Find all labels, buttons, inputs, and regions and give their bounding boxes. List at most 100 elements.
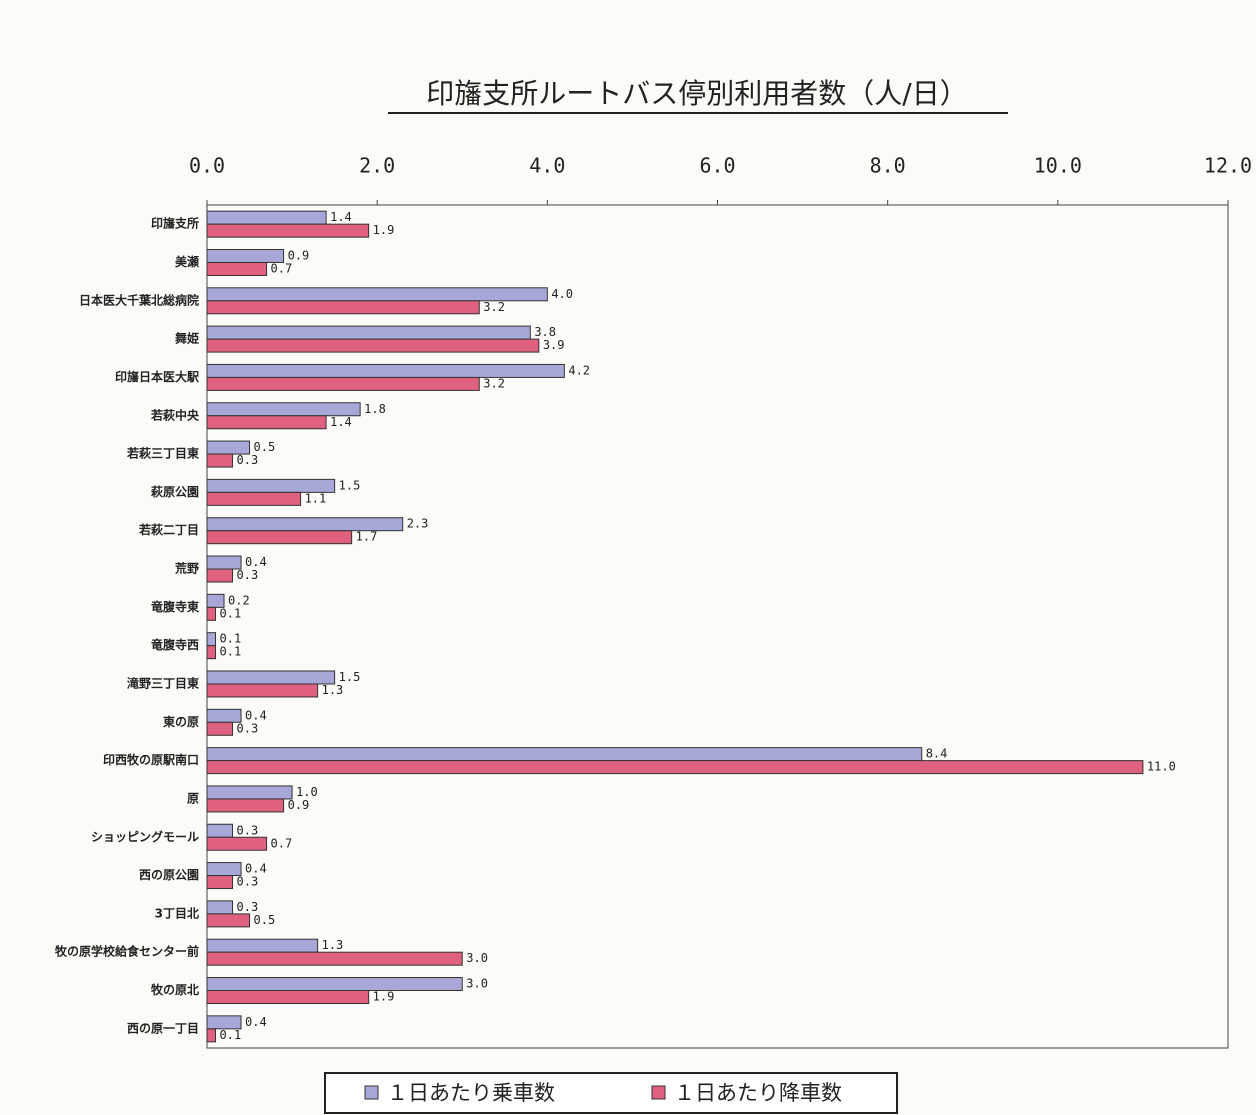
bar bbox=[206, 938, 319, 953]
data-label: 0.4 bbox=[245, 862, 267, 876]
y-tick-label: 西の原公園 bbox=[139, 868, 199, 882]
data-label: 1.5 bbox=[339, 670, 361, 684]
bar bbox=[206, 785, 293, 800]
bar bbox=[206, 338, 540, 353]
bar bbox=[206, 951, 463, 966]
bar bbox=[206, 568, 234, 583]
legend-label: １日あたり降車数 bbox=[674, 1081, 842, 1105]
data-label: 1.5 bbox=[339, 478, 361, 492]
bar bbox=[206, 823, 234, 838]
bar bbox=[206, 376, 480, 391]
y-tick-label: 3丁目北 bbox=[155, 905, 199, 920]
data-label: 1.3 bbox=[322, 938, 344, 952]
y-tick-label: 西の原一丁目 bbox=[127, 1021, 199, 1035]
x-tick-label: 0.0 bbox=[189, 154, 225, 178]
bar bbox=[206, 1015, 242, 1030]
bar bbox=[206, 670, 336, 685]
bar bbox=[206, 760, 1144, 775]
x-tick-label: 10.0 bbox=[1034, 154, 1082, 178]
data-label: 3.2 bbox=[483, 300, 505, 314]
bar bbox=[206, 210, 327, 225]
bar bbox=[206, 900, 234, 915]
bar bbox=[206, 325, 531, 340]
y-tick-label: 舞姫 bbox=[174, 331, 199, 346]
data-label: 1.1 bbox=[305, 491, 327, 505]
bar bbox=[206, 223, 370, 238]
data-label: 0.5 bbox=[254, 440, 276, 454]
y-tick-label: 若萩二丁目 bbox=[138, 522, 199, 537]
data-label: 0.4 bbox=[245, 1015, 267, 1029]
data-label: 1.0 bbox=[296, 785, 318, 799]
x-tick-label: 6.0 bbox=[699, 154, 735, 178]
bar bbox=[206, 530, 353, 545]
data-label: 0.3 bbox=[237, 875, 259, 889]
legend-label: １日あたり乗車数 bbox=[387, 1081, 555, 1105]
data-label: 1.8 bbox=[364, 402, 386, 416]
y-tick-label: 牧の原北 bbox=[151, 982, 199, 997]
y-tick-label: 竜腹寺西 bbox=[151, 637, 199, 652]
bar bbox=[206, 1028, 217, 1043]
bar bbox=[206, 747, 923, 762]
bar bbox=[206, 645, 217, 660]
data-label: 1.3 bbox=[322, 683, 344, 697]
data-label: 0.1 bbox=[220, 645, 242, 659]
data-label: 0.7 bbox=[271, 836, 293, 850]
data-label: 3.8 bbox=[534, 325, 556, 339]
x-tick-label: 2.0 bbox=[359, 154, 395, 178]
y-tick-label: 滝野三丁目東 bbox=[127, 675, 199, 690]
data-label: 1.7 bbox=[356, 530, 378, 544]
y-tick-label: 印旛支所 bbox=[151, 216, 199, 231]
data-label: 3.0 bbox=[466, 951, 488, 965]
bar bbox=[206, 875, 234, 890]
y-tick-label: 荒野 bbox=[174, 561, 199, 576]
data-label: 3.0 bbox=[466, 977, 488, 991]
data-label: 1.4 bbox=[330, 415, 352, 429]
y-tick-label: ショッピングモール bbox=[91, 829, 199, 844]
data-label: 0.1 bbox=[220, 606, 242, 620]
bar bbox=[206, 836, 268, 851]
bar bbox=[206, 300, 480, 315]
legend-box bbox=[324, 1072, 898, 1114]
bar bbox=[206, 453, 234, 468]
bar bbox=[206, 606, 217, 621]
bar bbox=[206, 491, 302, 506]
y-tick-label: 牧の原学校給食センター前 bbox=[55, 944, 199, 959]
y-tick-label: 印旛日本医大駅 bbox=[115, 369, 200, 384]
bar bbox=[206, 683, 319, 698]
y-tick-label: 東の原 bbox=[163, 714, 199, 729]
data-label: 0.3 bbox=[237, 900, 259, 914]
data-label: 0.7 bbox=[271, 261, 293, 275]
y-tick-label: 竜腹寺東 bbox=[151, 599, 199, 614]
x-tick-label: 4.0 bbox=[529, 154, 565, 178]
data-label: 8.4 bbox=[926, 747, 948, 761]
legend-swatch bbox=[651, 1085, 666, 1100]
y-tick-label: 若萩三丁目東 bbox=[126, 446, 199, 461]
data-label: 1.4 bbox=[330, 210, 352, 224]
data-label: 0.9 bbox=[288, 798, 310, 812]
y-tick-label: 印西牧の原駅南口 bbox=[103, 752, 199, 767]
data-label: 2.3 bbox=[407, 517, 429, 531]
bar bbox=[206, 977, 463, 992]
data-label: 1.9 bbox=[373, 990, 395, 1004]
data-label: 0.4 bbox=[245, 555, 267, 569]
data-label: 4.2 bbox=[568, 363, 590, 377]
data-label: 4.0 bbox=[551, 287, 573, 301]
y-tick-label: 萩原公園 bbox=[150, 484, 199, 499]
bar bbox=[206, 261, 268, 276]
data-label: 0.2 bbox=[228, 593, 250, 607]
bar bbox=[206, 990, 370, 1005]
data-label: 0.3 bbox=[237, 823, 259, 837]
y-tick-label: 原 bbox=[187, 791, 199, 805]
data-label: 11.0 bbox=[1147, 760, 1176, 774]
bar bbox=[206, 632, 217, 647]
bar bbox=[206, 363, 565, 378]
data-label: 0.4 bbox=[245, 708, 267, 722]
y-tick-label: 日本医大千葉北総病院 bbox=[79, 292, 199, 307]
bar bbox=[206, 721, 234, 736]
data-label: 0.3 bbox=[237, 721, 259, 735]
data-label: 0.5 bbox=[254, 913, 276, 927]
bar bbox=[206, 798, 285, 813]
data-label: 3.9 bbox=[543, 338, 565, 352]
data-label: 0.1 bbox=[220, 1028, 242, 1042]
bar bbox=[206, 415, 327, 430]
